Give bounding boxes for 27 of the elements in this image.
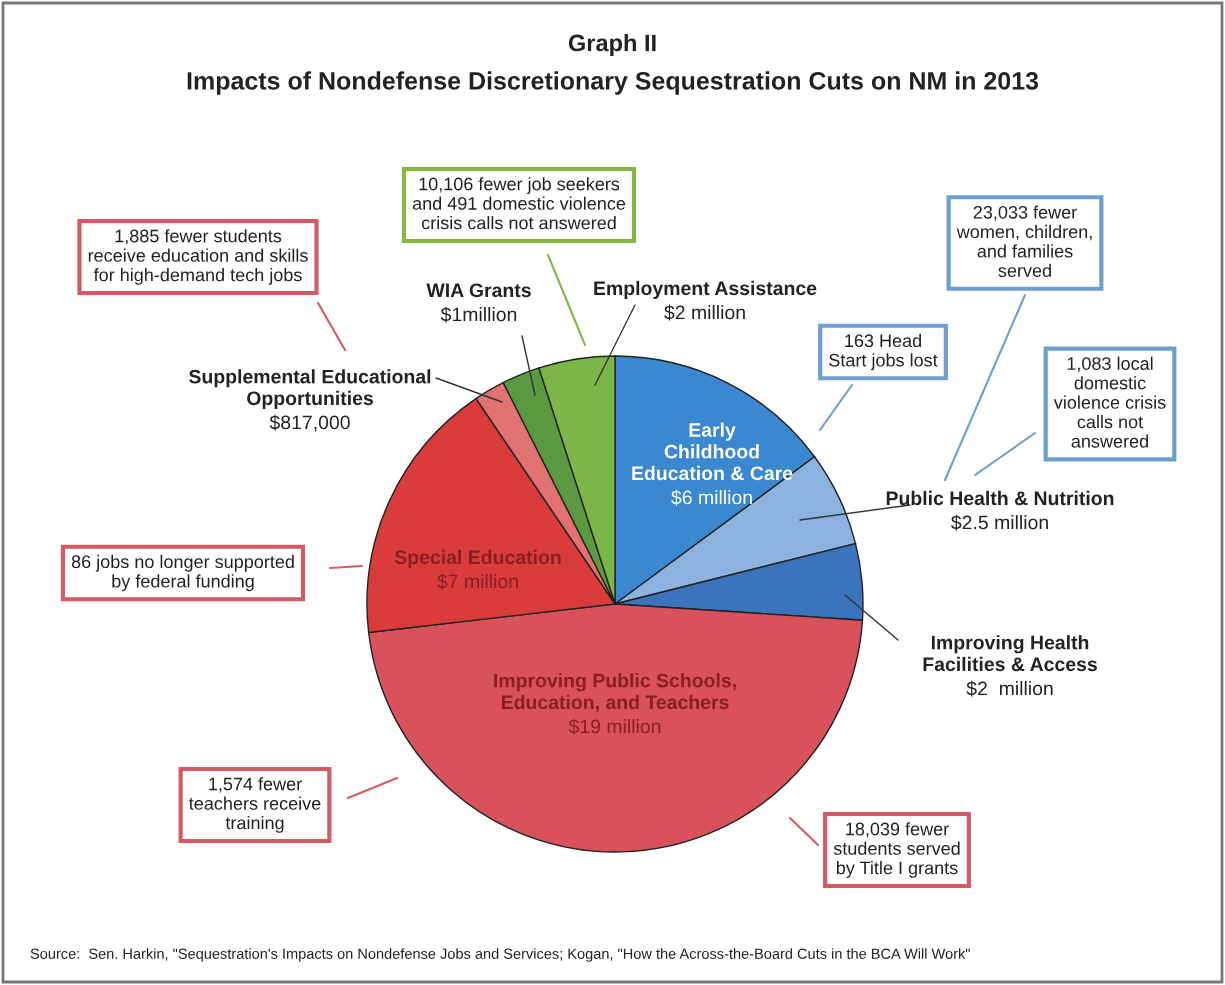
data-label: $6 million: [671, 489, 752, 506]
data-label: $1million: [440, 306, 517, 323]
text: 86 jobs no longer supported by federal funding: [71, 554, 294, 592]
data-label: $817,000: [269, 414, 350, 432]
data-label: $2 million: [664, 304, 745, 321]
data-label: $7 million: [437, 573, 518, 590]
data-label: $19 million: [568, 718, 661, 735]
slice-label: Early Childhood Education & Care: [632, 422, 793, 481]
text: 1,574 fewer teachers receive training: [189, 777, 321, 833]
text: 23,033 fewer women, children, and families served: [956, 205, 1092, 278]
slice-label: Public Health & Nutrition: [886, 490, 1114, 506]
chart-subtitle: Impacts of Nondefense Discretionary Sequestration Cuts on NM in 2013: [187, 71, 1039, 95]
slice-label: Special Education: [394, 549, 561, 568]
source-note: Source: Sen. Harkin, "Sequestration's Impacts on Nondefense Jobs and Services; Kogan, "How the Across-the-Board Cuts in the BCA Will Work": [30, 948, 970, 962]
slice-label: Improving Public Schools, Education, and Teachers: [494, 673, 736, 712]
slice-label: WIA Grants: [426, 283, 531, 298]
text: 18,039 fewer students served by Title I grants: [833, 822, 960, 878]
data-label: $2 million: [966, 680, 1053, 697]
slice-label: Employment Assistance: [594, 280, 817, 299]
slice-label: Improving Health Facilities & Access: [923, 635, 1097, 672]
text: 1,083 local domestic violence crisis calls not answered: [1053, 356, 1166, 448]
text: 1,885 fewer students receive education and skills for high-demand tech jobs: [88, 229, 308, 285]
text: 163 Head Start jobs lost: [829, 333, 938, 371]
data-label: $2.5 million: [951, 514, 1048, 531]
chart-title: Graph II: [568, 34, 656, 56]
text: 10,106 fewer job seekers and 491 domestic violence crisis calls not answered: [412, 177, 626, 230]
slice-label: Supplemental Educational Opportunities: [189, 369, 431, 409]
